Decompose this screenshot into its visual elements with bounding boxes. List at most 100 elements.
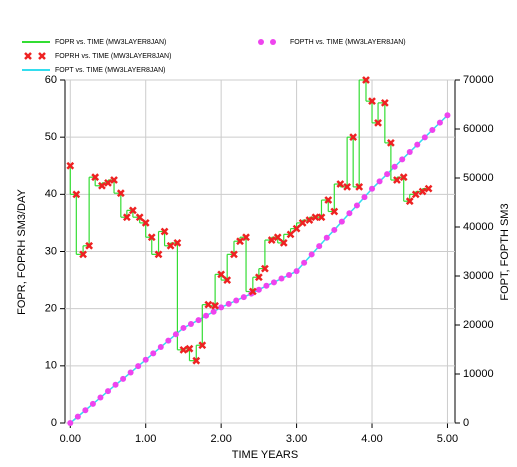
dot-marker: [338, 218, 345, 225]
dot-marker: [308, 251, 315, 258]
y2-tick-label: 70000: [463, 74, 494, 86]
y-tick-label: 50: [45, 131, 57, 143]
cross-stroke: [254, 273, 263, 282]
cross-marker: [236, 237, 244, 246]
y2-tick-label: 50000: [463, 172, 494, 184]
cross-marker: [317, 213, 326, 222]
dot-marker: [150, 350, 157, 357]
cross-stroke: [292, 224, 301, 233]
cross-marker: [424, 184, 433, 193]
cross-stroke: [317, 213, 326, 222]
dot-marker: [263, 282, 270, 289]
cross-marker: [368, 97, 376, 106]
y2-tick-label: 20000: [463, 319, 494, 331]
cross-stroke: [110, 176, 118, 184]
cross-marker: [223, 276, 232, 284]
dot-marker: [346, 210, 353, 217]
cross-stroke: [129, 206, 137, 215]
cross-stroke: [204, 300, 213, 309]
cross-stroke: [154, 250, 163, 259]
x-tick-label: 4.00: [361, 433, 382, 445]
cross-stroke: [242, 233, 250, 242]
dot-marker: [187, 321, 194, 328]
dot-marker: [384, 171, 391, 178]
cross-marker: [217, 270, 226, 279]
cross-marker: [72, 190, 81, 199]
cross-marker: [286, 230, 295, 239]
cross-marker: [66, 161, 75, 170]
cross-stroke: [179, 345, 188, 354]
dot-marker: [89, 400, 96, 407]
y-tick-label: 30: [45, 245, 57, 257]
cross-stroke: [38, 52, 46, 60]
dot-marker: [353, 202, 360, 209]
x-tick-label: 2.00: [210, 433, 231, 445]
cross-stroke: [399, 173, 408, 182]
dot-marker: [233, 297, 240, 304]
cross-marker: [393, 176, 401, 184]
dot-marker: [120, 375, 127, 382]
cross-stroke: [85, 241, 94, 250]
legend-swatch: [38, 52, 46, 60]
cross-marker: [305, 216, 314, 224]
dot-marker: [429, 126, 436, 133]
cross-marker: [147, 233, 156, 242]
cross-stroke: [104, 179, 112, 187]
cross-marker: [91, 173, 100, 182]
cross-stroke: [116, 189, 125, 198]
y-tick-label: 10: [45, 360, 57, 372]
cross-stroke: [267, 236, 276, 244]
cross-stroke: [362, 76, 370, 84]
y2-tick-label: 10000: [463, 368, 494, 380]
dot-marker: [74, 413, 81, 420]
cross-marker: [122, 213, 131, 222]
cross-stroke: [223, 276, 232, 284]
cross-marker: [135, 213, 144, 222]
legend-swatch: [270, 39, 276, 45]
cross-stroke: [79, 250, 87, 259]
cross-marker: [230, 250, 238, 259]
cross-stroke: [192, 356, 201, 365]
cross-stroke: [122, 213, 131, 222]
cross-marker: [104, 179, 112, 187]
cross-stroke: [286, 230, 295, 239]
dot-marker: [316, 243, 323, 250]
dot-marker: [414, 141, 421, 148]
y-tick-label: 40: [45, 188, 57, 200]
cross-stroke: [141, 219, 150, 227]
cross-marker: [343, 183, 352, 191]
cross-stroke: [418, 187, 427, 196]
cross-marker: [279, 239, 288, 247]
cross-stroke: [349, 133, 358, 142]
cross-marker: [141, 219, 150, 227]
dot-marker: [112, 381, 119, 388]
cross-marker: [110, 176, 118, 184]
cross-stroke: [248, 287, 257, 296]
cross-marker: [355, 183, 364, 191]
cross-stroke: [386, 138, 395, 147]
y-tick-label: 20: [45, 303, 57, 315]
dot-marker: [97, 394, 104, 401]
cross-stroke: [273, 233, 282, 242]
dot-marker: [444, 112, 451, 119]
dot-marker: [301, 259, 308, 266]
dot-marker: [67, 420, 74, 426]
cross-marker: [166, 241, 175, 250]
dot-marker: [218, 304, 225, 311]
dot-marker: [399, 156, 406, 163]
cross-stroke: [91, 173, 100, 182]
dot-marker: [127, 369, 134, 376]
dot-marker: [376, 178, 383, 185]
cross-marker: [261, 264, 269, 273]
dot-marker: [142, 356, 149, 363]
y-tick-label: 60: [45, 74, 57, 86]
dot-marker: [286, 272, 293, 279]
x-tick-label: 1.00: [135, 433, 156, 445]
legend-swatch: [258, 39, 264, 45]
cross-stroke: [236, 237, 244, 246]
dot-marker: [157, 344, 164, 351]
cross-stroke: [368, 97, 376, 106]
